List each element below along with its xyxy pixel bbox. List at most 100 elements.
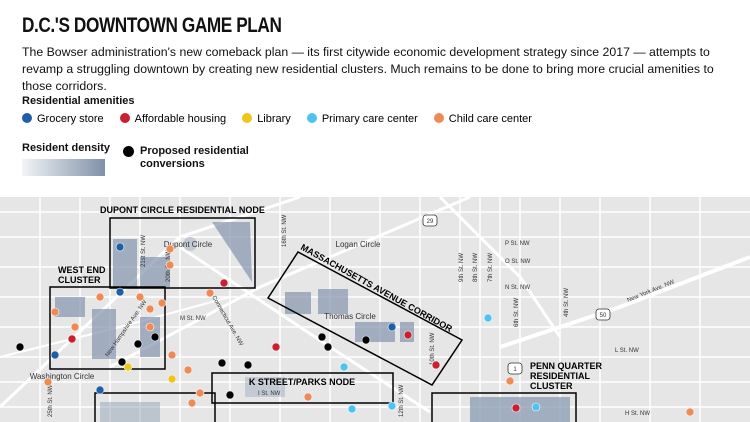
proposed-label: Proposed residential conversions	[140, 145, 249, 171]
legend-label: Library	[257, 113, 291, 125]
amenity-dot	[115, 242, 125, 252]
amenity-dot	[685, 407, 695, 417]
amenity-dot	[431, 360, 441, 370]
amenity-dot	[135, 292, 145, 302]
legend-title: Residential amenities	[22, 95, 135, 107]
street-label: 25th St. NW	[48, 384, 54, 417]
node-label: PENN QUARTER	[530, 361, 603, 371]
amenity-dot	[165, 244, 175, 254]
amenity-dot	[50, 350, 60, 360]
amenity-dot	[323, 342, 333, 352]
amenity-dot	[133, 339, 143, 349]
street-label: 12th St. NW	[399, 384, 405, 417]
amenity-dot	[70, 322, 80, 332]
amenity-dot	[225, 390, 235, 400]
route-shield	[422, 214, 438, 227]
node-label: DUPONT CIRCLE RESIDENTIAL NODE	[100, 205, 265, 215]
title: D.C.'S DOWNTOWN GAME PLAN	[22, 14, 282, 37]
place-label: Logan Circle	[336, 240, 381, 249]
amenity-dot	[150, 332, 160, 342]
density-areas	[55, 222, 570, 422]
amenity-dot	[157, 298, 167, 308]
street-label: N St. NW	[505, 285, 530, 291]
legend-items: Grocery store Affordable housing Library Pr…	[22, 113, 532, 125]
street-label: I St. NW	[258, 391, 281, 397]
description: The Bowser administration's new comeback…	[22, 45, 714, 93]
street-label: 4th St. NW	[564, 288, 570, 317]
legend-item: Primary care center	[306, 113, 418, 125]
amenity-dot	[123, 362, 133, 372]
amenity-dot	[219, 278, 229, 288]
density-label: Resident density	[22, 142, 111, 154]
amenity-dot	[67, 334, 77, 344]
street-label: M St. NW	[180, 316, 206, 322]
street-label: 16th St. NW	[282, 214, 288, 247]
amenity-dot	[243, 360, 253, 370]
legend-label: Grocery store	[37, 113, 104, 125]
node-label: K STREET/PARKS NODE	[249, 377, 355, 387]
legend-swatch	[433, 113, 444, 123]
route-number: 1	[513, 367, 517, 373]
street-label: 8th St. NW	[473, 253, 479, 282]
place-label: Washington Circle	[30, 372, 95, 381]
amenity-dot	[187, 398, 197, 408]
proposed-dot	[123, 146, 134, 157]
legend-label: Primary care center	[321, 113, 418, 125]
amenity-dot	[361, 335, 371, 345]
amenity-dot	[183, 365, 193, 375]
route-number: 50	[600, 313, 607, 319]
legend-item: Affordable housing	[119, 113, 227, 125]
node-label: CLUSTER	[58, 275, 101, 285]
legend-item: Child care center	[433, 113, 532, 125]
street-label: H St. NW	[625, 411, 650, 417]
amenity-dot	[195, 388, 205, 398]
amenity-dot	[511, 403, 521, 413]
amenity-dot	[387, 322, 397, 332]
proposed-line: conversions	[140, 158, 205, 170]
amenity-dot	[531, 402, 541, 412]
street-label: O St. NW	[505, 259, 531, 265]
amenity-dot	[403, 330, 413, 340]
node-label: CLUSTER	[530, 381, 573, 391]
amenity-dot	[167, 350, 177, 360]
amenity-dot	[115, 287, 125, 297]
route-number: 29	[427, 219, 434, 225]
place-label: Thomas Circle	[324, 312, 376, 321]
map-bg	[0, 197, 750, 422]
proposed-line: Proposed residential	[140, 145, 249, 157]
legend-item: Library	[242, 113, 291, 125]
route-shield	[507, 362, 523, 375]
street-label: 21st St. NW	[141, 235, 147, 267]
street-label: 7th St. NW	[488, 253, 494, 282]
street-label: L St. NW	[615, 348, 639, 354]
street-label: 6th St. NW	[514, 298, 520, 327]
amenity-dot	[145, 322, 155, 332]
node-outlines	[49, 217, 577, 422]
amenity-dot	[95, 292, 105, 302]
legend-label: Child care center	[448, 113, 532, 125]
amenity-dot	[483, 313, 493, 323]
density-scale	[22, 159, 105, 176]
legend-item: Grocery store	[22, 113, 104, 125]
legend-swatch	[119, 113, 130, 123]
amenity-dot	[347, 404, 357, 414]
amenity-dot	[167, 374, 177, 384]
amenity-dot	[317, 332, 327, 342]
amenity-dot	[205, 288, 215, 298]
legend-swatch	[306, 113, 317, 123]
place-label: Dupont Circle	[164, 240, 213, 249]
route-shield	[595, 308, 611, 321]
legend-swatch	[242, 113, 253, 123]
amenity-dot	[303, 392, 313, 402]
amenity-dot	[95, 385, 105, 395]
amenity-dot	[165, 260, 175, 270]
node-label: RESIDENTIAL	[530, 371, 591, 381]
dots	[15, 242, 695, 417]
amenity-dot	[505, 376, 515, 386]
legend-label: Affordable housing	[134, 113, 227, 125]
street-label: P St. NW	[505, 241, 530, 247]
amenity-dot	[50, 307, 60, 317]
node-label: WEST END	[58, 265, 106, 275]
